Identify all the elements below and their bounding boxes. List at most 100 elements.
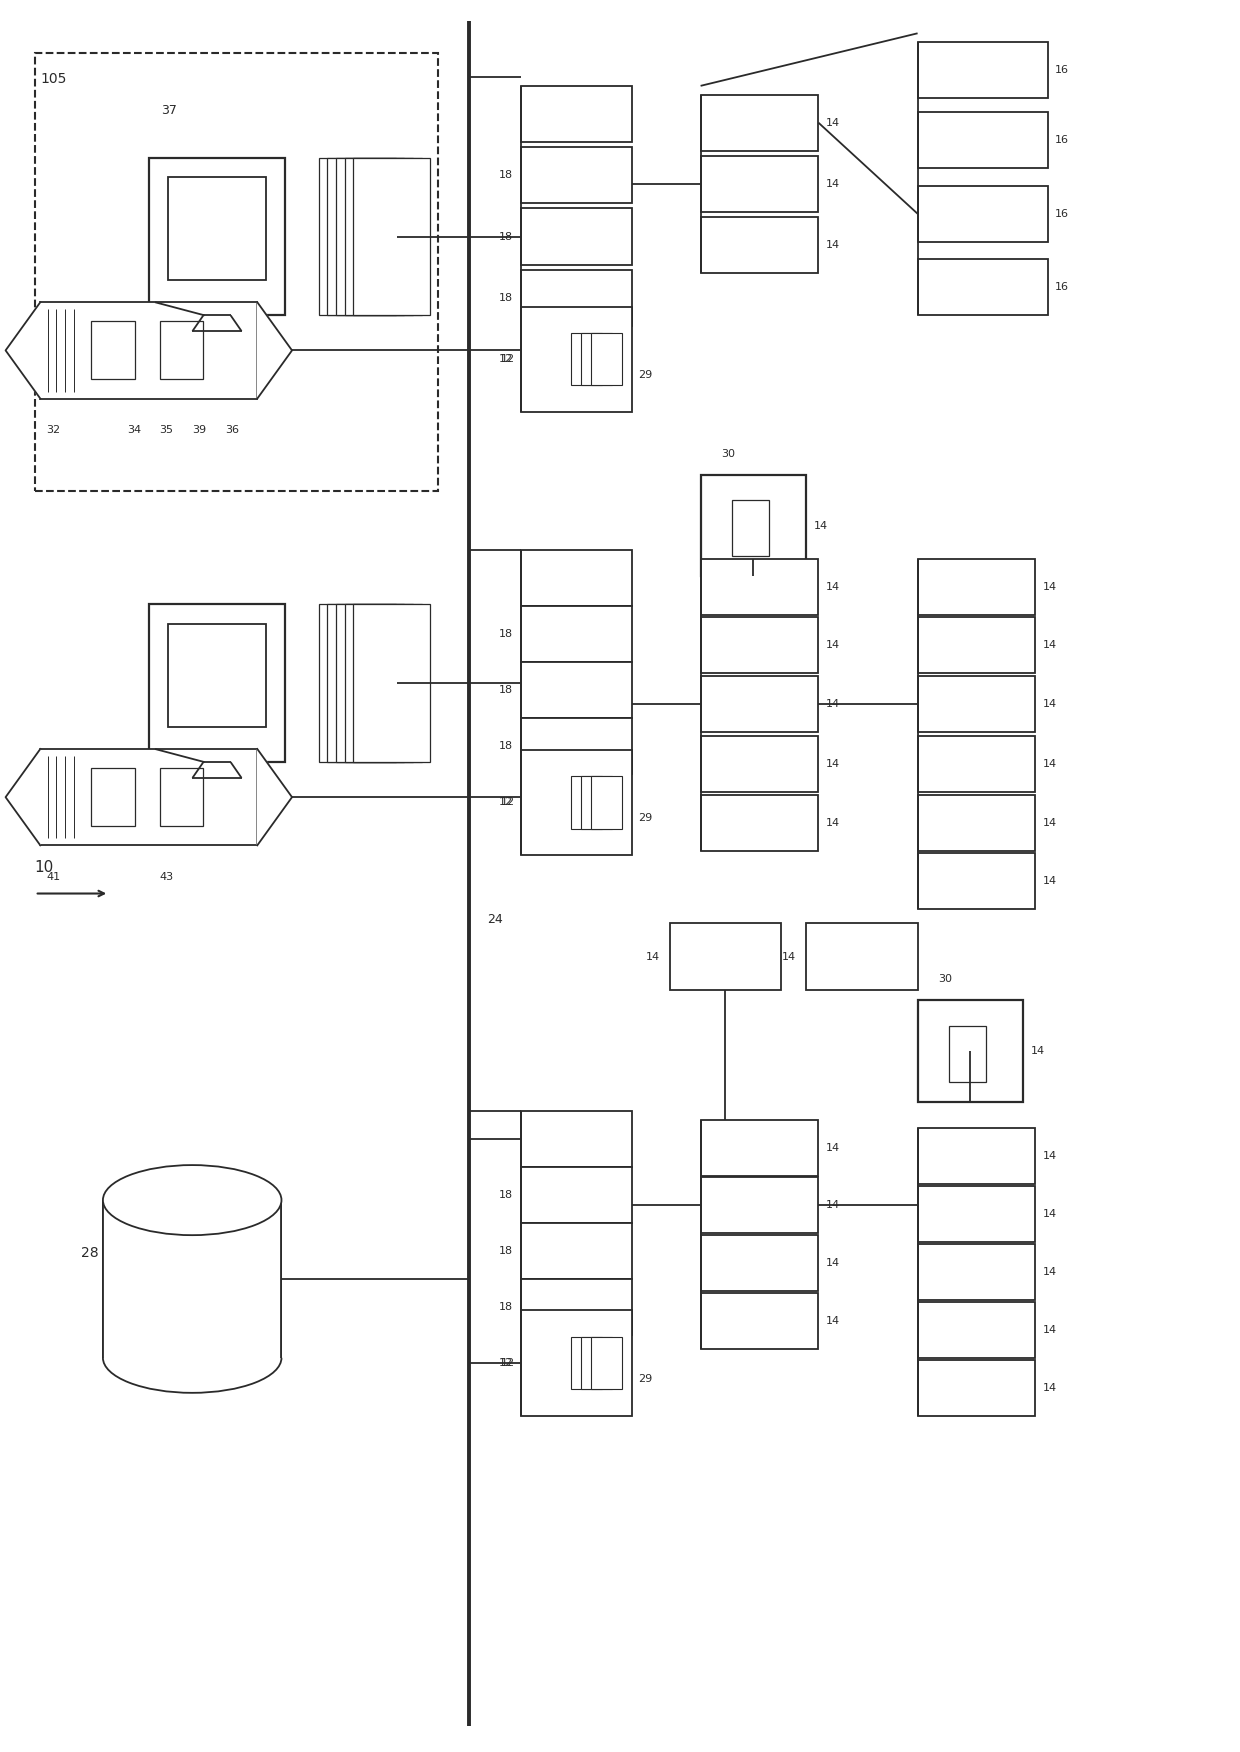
Bar — [701, 617, 818, 673]
Text: 14: 14 — [1043, 1325, 1056, 1335]
Bar — [149, 604, 285, 762]
Bar — [701, 1177, 818, 1233]
Text: 12: 12 — [501, 1358, 515, 1368]
Text: 14: 14 — [826, 1316, 839, 1326]
Bar — [918, 559, 1035, 615]
Polygon shape — [258, 303, 293, 399]
Text: 14: 14 — [1043, 818, 1056, 829]
Text: 14: 14 — [826, 639, 839, 650]
Bar — [701, 736, 818, 792]
Bar — [319, 158, 396, 315]
Bar — [521, 208, 632, 265]
Bar — [918, 617, 1035, 673]
Bar — [336, 158, 413, 315]
Bar — [580, 776, 613, 829]
Bar — [701, 156, 818, 212]
Text: 34: 34 — [126, 426, 141, 434]
Text: 28: 28 — [81, 1246, 98, 1260]
Text: 12: 12 — [500, 1358, 513, 1368]
Bar — [806, 923, 918, 990]
Bar — [521, 1111, 632, 1167]
Text: 14: 14 — [1043, 639, 1056, 650]
Bar — [701, 1120, 818, 1176]
Bar — [918, 1302, 1035, 1358]
Text: 29: 29 — [639, 370, 652, 380]
Bar — [521, 1279, 632, 1335]
Bar — [701, 95, 818, 151]
Polygon shape — [258, 750, 293, 844]
Bar — [327, 604, 404, 762]
Bar — [918, 795, 1035, 851]
Text: 37: 37 — [161, 103, 177, 117]
Text: 24: 24 — [487, 913, 503, 927]
Bar — [591, 776, 622, 829]
Text: 14: 14 — [826, 117, 839, 128]
Bar — [918, 676, 1035, 732]
Bar — [40, 748, 258, 844]
Bar — [353, 158, 430, 315]
Text: 18: 18 — [500, 1190, 513, 1200]
Text: 14: 14 — [826, 818, 839, 829]
Text: 14: 14 — [1043, 1382, 1056, 1393]
Bar — [521, 750, 632, 855]
Bar — [950, 1027, 986, 1081]
Bar — [521, 718, 632, 774]
Text: 14: 14 — [1043, 1209, 1056, 1219]
Bar — [345, 158, 422, 315]
Text: 29: 29 — [639, 813, 652, 823]
Text: 32: 32 — [47, 426, 61, 434]
Bar — [918, 1000, 1023, 1102]
Text: 14: 14 — [826, 1258, 839, 1268]
Polygon shape — [6, 303, 40, 399]
Bar — [570, 776, 603, 829]
Bar — [701, 676, 818, 732]
Text: 36: 36 — [224, 426, 239, 434]
Text: 14: 14 — [1043, 582, 1056, 592]
Bar — [918, 112, 1048, 168]
Bar — [701, 1293, 818, 1349]
Bar — [918, 42, 1048, 98]
Bar — [521, 270, 632, 326]
Text: 14: 14 — [826, 1142, 839, 1153]
Text: 14: 14 — [1030, 1046, 1044, 1056]
Text: 14: 14 — [826, 240, 839, 251]
Bar — [167, 624, 267, 727]
Bar — [918, 736, 1035, 792]
Bar — [521, 662, 632, 718]
Text: 14: 14 — [782, 951, 796, 962]
Text: 30: 30 — [722, 449, 735, 459]
Text: 18: 18 — [500, 293, 513, 303]
Text: 14: 14 — [826, 1200, 839, 1211]
Text: 14: 14 — [813, 520, 827, 531]
Bar — [167, 177, 267, 280]
Text: 12: 12 — [501, 354, 515, 364]
Bar — [580, 1337, 613, 1389]
Polygon shape — [6, 750, 40, 844]
Text: 14: 14 — [1043, 1151, 1056, 1162]
Text: 10: 10 — [35, 860, 55, 874]
Text: 41: 41 — [47, 872, 61, 881]
Bar — [336, 604, 413, 762]
Bar — [521, 550, 632, 606]
Text: 16: 16 — [1055, 135, 1069, 145]
Bar — [570, 1337, 603, 1389]
Text: 12: 12 — [500, 797, 513, 808]
Bar — [319, 604, 396, 762]
Bar — [521, 606, 632, 662]
Bar — [701, 1235, 818, 1291]
Bar — [35, 53, 438, 491]
Bar — [160, 767, 203, 825]
Bar — [670, 923, 781, 990]
Bar — [40, 301, 258, 399]
Bar — [591, 1337, 622, 1389]
Bar — [92, 767, 135, 825]
Text: 16: 16 — [1055, 65, 1069, 75]
Bar — [353, 604, 430, 762]
Text: 18: 18 — [500, 741, 513, 752]
Text: 12: 12 — [500, 354, 513, 364]
Bar — [570, 333, 603, 385]
Bar — [92, 321, 135, 378]
Text: 14: 14 — [1043, 699, 1056, 710]
Text: 14: 14 — [826, 582, 839, 592]
Ellipse shape — [103, 1165, 281, 1235]
